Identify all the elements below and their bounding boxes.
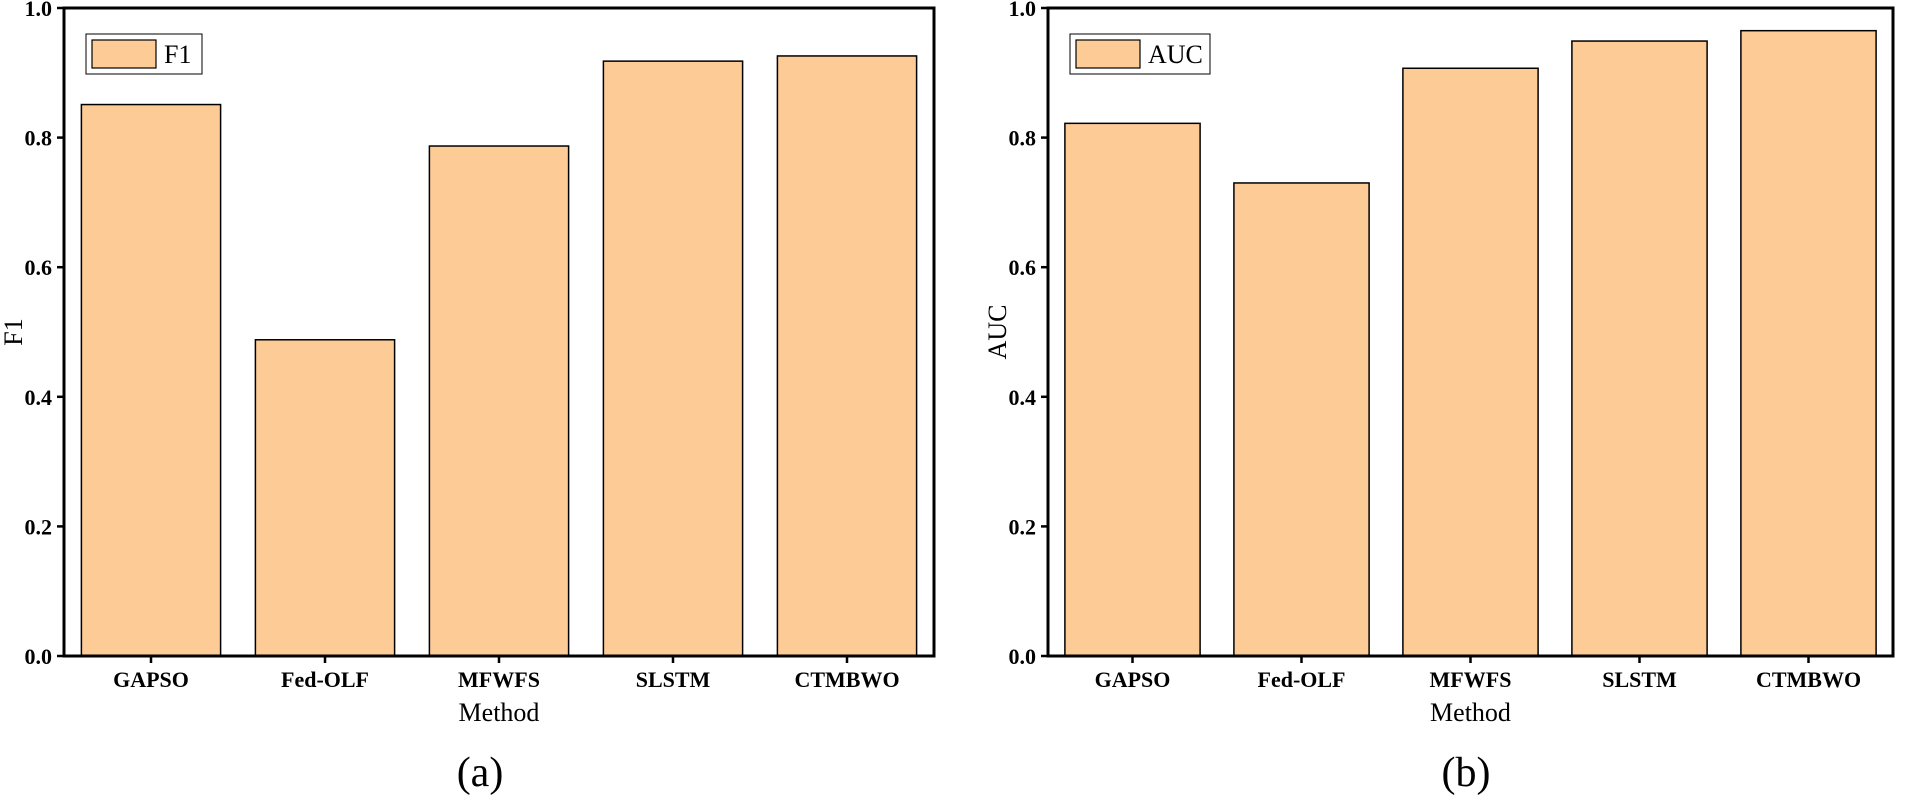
panel-label: (a)	[457, 750, 504, 796]
x-axis-label: Method	[459, 698, 540, 727]
bar-mfwfs	[428, 145, 570, 657]
y-axis-label: F1	[0, 318, 28, 345]
legend-swatch	[91, 39, 157, 69]
bar-gapso	[1064, 122, 1201, 657]
x-tick-label: SLSTM	[1602, 667, 1677, 692]
bar-mfwfs	[1402, 67, 1539, 657]
x-tick-label: Fed-OLF	[1258, 667, 1346, 692]
bar-gapso	[80, 103, 222, 657]
y-tick-label: 0.8	[25, 126, 53, 151]
legend-swatch	[1075, 39, 1141, 69]
legend-label: F1	[164, 40, 191, 69]
y-tick-label: 0.6	[1009, 255, 1037, 280]
x-axis-label: Method	[1430, 698, 1511, 727]
y-tick-label: 0.0	[25, 644, 53, 669]
y-tick-label: 0.4	[1009, 385, 1037, 410]
x-tick-label: CTMBWO	[1756, 667, 1861, 692]
y-tick-label: 0.2	[25, 514, 53, 539]
bar-ctmbwo	[1740, 29, 1877, 657]
bar-slstm	[602, 60, 744, 657]
x-tick-label: Fed-OLF	[281, 667, 369, 692]
x-tick-label: GAPSO	[113, 667, 189, 692]
y-tick-label: 0.2	[1009, 514, 1037, 539]
chart-auc: 0.0 0.2 0.4 0.6 0.8 1.0 GAPSO Fed-OLF MFWFS SLSTM…	[983, 0, 1895, 796]
y-axis-label: AUC	[983, 305, 1012, 360]
bar-fed-olf	[254, 339, 396, 657]
bar-fed-olf	[1233, 182, 1370, 657]
y-tick-label: 0.6	[25, 255, 53, 280]
legend-label: AUC	[1148, 40, 1203, 69]
x-tick-label: MFWFS	[458, 667, 540, 692]
bar-slstm	[1571, 40, 1708, 657]
y-tick-label: 0.8	[1009, 126, 1037, 151]
x-tick-label: MFWFS	[1430, 667, 1512, 692]
y-tick-label: 0.4	[25, 385, 53, 410]
x-tick-label: SLSTM	[636, 667, 711, 692]
x-tick-label: GAPSO	[1095, 667, 1171, 692]
y-tick-label: 1.0	[1009, 0, 1037, 21]
y-tick-label: 1.0	[25, 0, 53, 21]
x-tick-label: CTMBWO	[794, 667, 899, 692]
bar-ctmbwo	[776, 55, 918, 657]
chart-f1: 0.0 0.2 0.4 0.6 0.8 1.0 GAPSO Fed-OLF MFWFS SLSTM…	[0, 0, 936, 796]
panel-label: (b)	[1442, 750, 1491, 796]
y-tick-label: 0.0	[1009, 644, 1037, 669]
